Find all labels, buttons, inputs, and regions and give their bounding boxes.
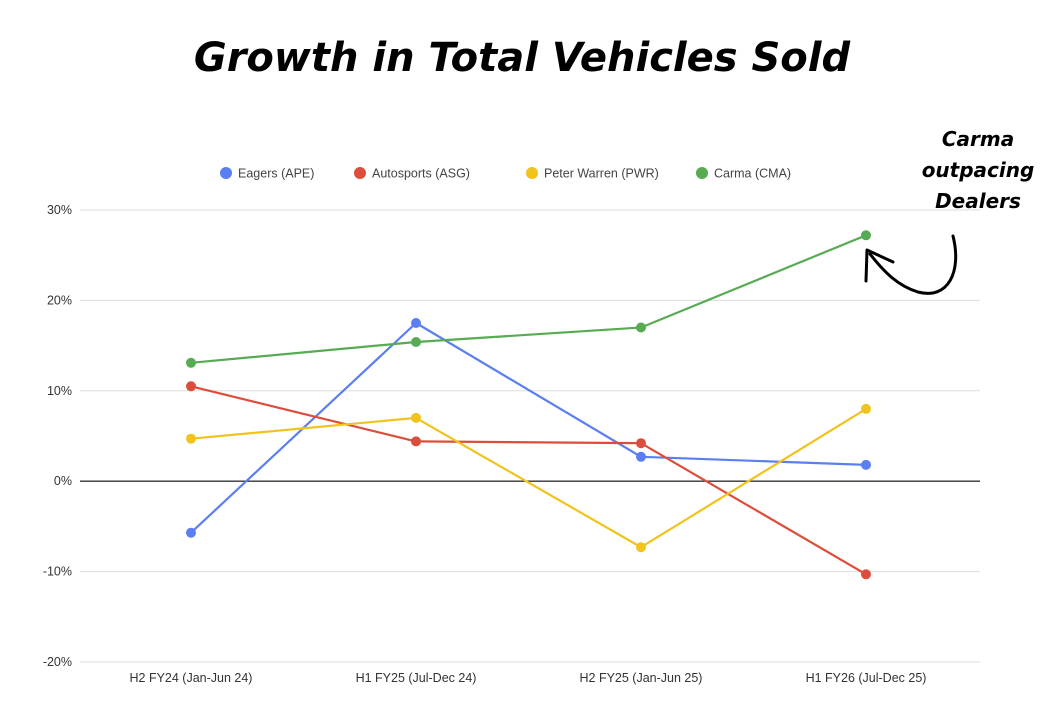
x-tick-label: H2 FY24 (Jan-Jun 24) [130,671,253,685]
data-point [186,433,196,444]
data-point [636,542,646,553]
data-point [411,412,421,423]
x-axis-ticks: H2 FY24 (Jan-Jun 24) H1 FY25 (Jul-Dec 24)… [130,671,927,685]
legend-label: Autosports (ASG) [372,167,470,181]
series-points [186,230,871,580]
legend-swatch [220,167,232,179]
annotation-arrowhead [864,248,895,283]
y-axis-ticks: 30% 20% 10% 0% -10% -20% [43,203,72,669]
annotation-line-3: Dealers [935,189,1021,213]
legend-label: Eagers (APE) [238,167,314,181]
x-tick-label: H1 FY25 (Jul-Dec 24) [356,671,477,685]
x-tick-label: H2 FY25 (Jan-Jun 25) [580,671,703,685]
legend-label: Carma (CMA) [714,167,791,181]
annotation-arrow [868,234,958,295]
data-point [186,527,196,538]
annotation: Carma outpacing Dealers [864,127,1035,295]
data-point [411,337,421,347]
y-tick-label: -10% [43,565,72,579]
legend: Eagers (APE) Autosports (ASG) Peter Warren… [220,167,791,181]
legend-swatch [354,167,366,179]
series-lines [190,234,867,576]
x-tick-label: H1 FY26 (Jul-Dec 25) [806,671,927,685]
y-tick-label: 0% [54,474,72,488]
annotation-line-1: Carma [942,127,1014,151]
data-point [861,569,871,580]
legend-label: Peter Warren (PWR) [544,167,659,181]
data-point [186,357,196,368]
data-point [636,322,646,333]
series-line [190,234,867,364]
data-point [636,451,646,462]
data-point [636,438,646,449]
data-point [186,381,196,392]
data-point [861,230,871,241]
data-point [411,318,421,328]
series-line [190,385,867,576]
annotation-line-2: outpacing [922,158,1035,182]
y-tick-label: 20% [47,293,72,307]
y-tick-label: 30% [47,203,72,217]
legend-swatch [526,167,538,179]
series-line [190,407,867,549]
data-point [861,459,871,470]
data-point [861,403,871,414]
legend-swatch [696,167,708,179]
y-tick-label: 10% [47,384,72,398]
data-point [411,436,421,447]
y-tick-label: -20% [43,655,72,669]
chart-title: Growth in Total Vehicles Sold [194,35,851,81]
